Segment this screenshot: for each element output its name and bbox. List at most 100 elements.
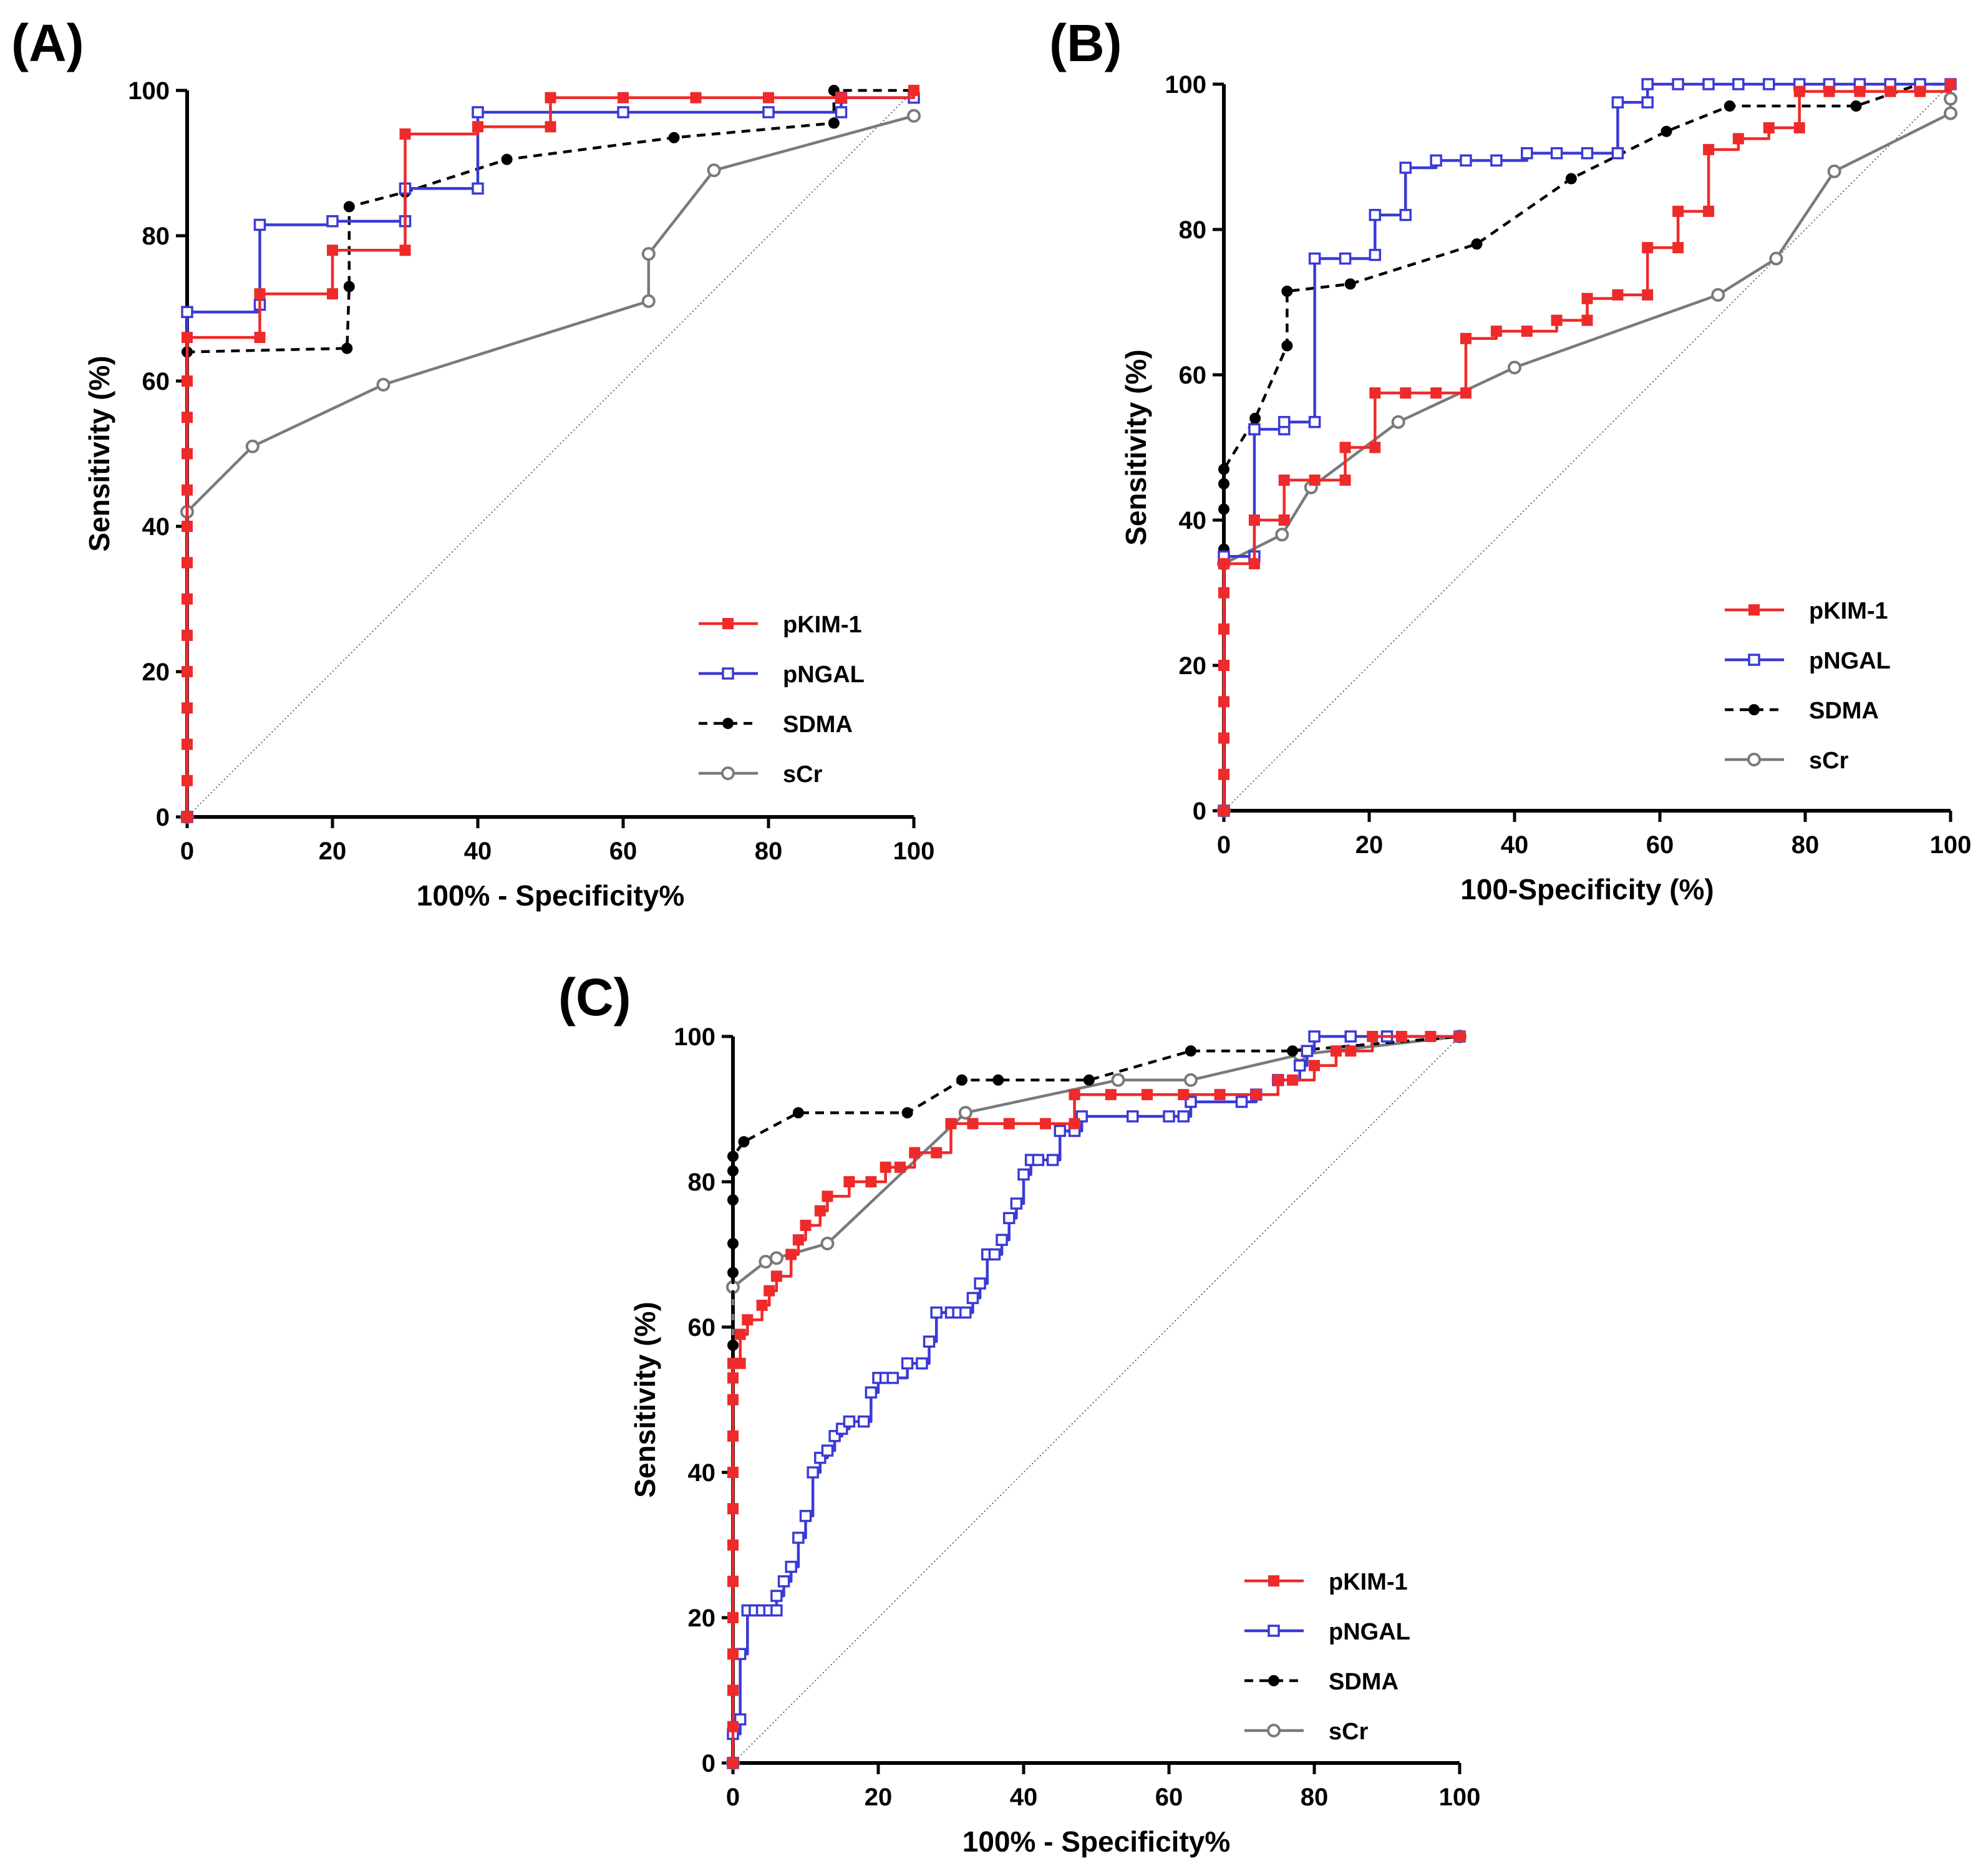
data-point	[1854, 85, 1866, 97]
legend-marker	[1268, 1625, 1280, 1637]
data-point	[1399, 208, 1412, 221]
data-point	[1763, 122, 1775, 133]
legend-label: pKIM-1	[1809, 598, 1888, 624]
data-point	[1032, 1154, 1045, 1166]
data-point	[909, 1147, 921, 1159]
data-point	[641, 294, 656, 308]
data-point	[1218, 732, 1229, 744]
data-point	[1425, 1031, 1437, 1042]
data-point	[1581, 314, 1593, 326]
roc-panel-2: (B) 0 20 40 60 80 100 0 20 40 60 80 100 100-Specifici…	[1049, 14, 1971, 906]
data-point	[690, 92, 702, 104]
data-point	[1177, 1110, 1190, 1123]
data-point	[956, 1074, 967, 1086]
data-point	[1369, 442, 1381, 453]
data-point	[1724, 100, 1735, 112]
data-point	[996, 1234, 1008, 1246]
data-point	[1642, 289, 1654, 301]
data-point	[1391, 415, 1405, 429]
legend-label: pKIM-1	[783, 612, 862, 638]
y-tick-label: 80	[1179, 216, 1207, 244]
data-point	[916, 1357, 928, 1369]
data-point	[182, 521, 193, 532]
data-point	[822, 1190, 833, 1202]
roc-panel-1: (A) 0 20 40 60 80 100 0 20 40 60 80 100 100% - Specif…	[11, 14, 934, 912]
data-point	[1703, 143, 1715, 155]
data-point	[777, 1575, 790, 1588]
data-point	[182, 448, 193, 460]
data-point	[759, 1255, 773, 1269]
x-tick-label: 80	[1792, 831, 1820, 859]
x-tick-label: 60	[1155, 1784, 1183, 1811]
data-point	[785, 1248, 797, 1260]
x-tick-label: 80	[755, 838, 783, 865]
data-point	[835, 106, 848, 118]
data-point	[865, 1176, 877, 1187]
y-axis-title: Sensitivity (%)	[1120, 349, 1152, 545]
series-pngal	[727, 1030, 1466, 1769]
data-point	[807, 1466, 819, 1479]
data-point	[1248, 558, 1260, 569]
data-point	[1183, 1073, 1198, 1087]
data-point	[1218, 696, 1229, 708]
legend-marker	[1268, 1575, 1279, 1586]
data-point	[886, 1371, 899, 1384]
data-point	[327, 288, 338, 300]
legend-label: sCr	[783, 761, 823, 788]
data-point	[738, 1136, 750, 1147]
data-point	[1581, 292, 1593, 304]
data-point	[182, 412, 193, 423]
y-tick-label: 0	[156, 804, 170, 831]
data-point	[1339, 442, 1351, 453]
y-tick-label: 40	[1179, 507, 1207, 534]
data-point	[727, 1340, 739, 1351]
series-pkim-1	[182, 85, 919, 823]
data-point	[1763, 78, 1775, 90]
x-tick-label: 20	[1355, 831, 1384, 859]
data-point	[326, 215, 339, 228]
data-point	[843, 1415, 856, 1428]
data-point	[343, 201, 355, 213]
data-point	[376, 377, 390, 392]
data-point	[327, 244, 338, 256]
data-point	[1301, 1045, 1314, 1058]
data-point	[1344, 278, 1356, 290]
data-point	[1945, 79, 1956, 90]
data-point	[1430, 387, 1442, 399]
data-point	[742, 1314, 754, 1326]
data-point	[894, 1161, 906, 1173]
data-point	[1308, 252, 1321, 265]
data-point	[1369, 208, 1382, 221]
data-point	[1218, 587, 1229, 599]
data-point	[253, 218, 266, 231]
data-point	[828, 117, 840, 129]
data-point	[545, 92, 556, 104]
data-point	[930, 1306, 943, 1319]
legend-label: sCr	[1809, 748, 1849, 774]
data-point	[1105, 1089, 1117, 1101]
data-point	[1278, 474, 1290, 486]
data-point	[1309, 474, 1321, 486]
y-tick-label: 60	[688, 1314, 716, 1341]
panel-label: (C)	[558, 968, 631, 1026]
data-point	[764, 1285, 775, 1297]
data-point	[727, 1612, 739, 1623]
data-point	[1218, 463, 1229, 475]
data-point	[1344, 1030, 1357, 1043]
data-point	[182, 375, 193, 387]
data-point	[1460, 387, 1472, 399]
data-point	[763, 92, 774, 104]
data-point	[727, 1648, 739, 1660]
legend-label: pNGAL	[1329, 1619, 1410, 1645]
data-point	[1369, 249, 1382, 261]
x-tick-label: 20	[865, 1784, 893, 1811]
legend-marker	[1748, 654, 1760, 666]
y-tick-label: 80	[688, 1169, 716, 1196]
data-point	[1046, 1154, 1059, 1166]
data-point	[1275, 528, 1289, 542]
series-sdma	[727, 1031, 1465, 1769]
data-point	[1400, 387, 1412, 399]
data-point	[182, 557, 193, 569]
data-point	[182, 702, 193, 714]
data-point	[1884, 85, 1896, 97]
